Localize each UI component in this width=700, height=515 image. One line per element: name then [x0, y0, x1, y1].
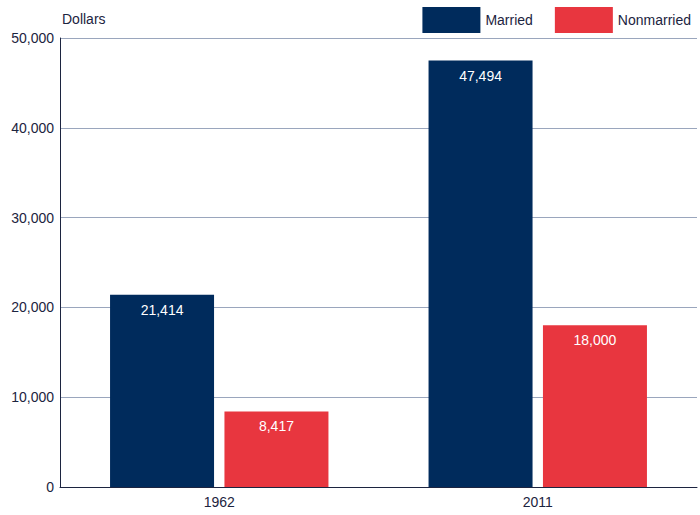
svg-text:40,000: 40,000	[11, 120, 54, 136]
svg-text:50,000: 50,000	[11, 30, 54, 46]
svg-text:1962: 1962	[204, 494, 235, 510]
svg-text:0: 0	[46, 479, 54, 495]
svg-text:2011: 2011	[523, 494, 553, 510]
svg-text:47,494: 47,494	[459, 68, 502, 84]
svg-text:Nonmarried: Nonmarried	[618, 12, 691, 28]
svg-text:Married: Married	[485, 12, 532, 28]
svg-text:18,000: 18,000	[574, 332, 617, 348]
svg-text:30,000: 30,000	[11, 210, 54, 226]
svg-text:8,417: 8,417	[259, 418, 294, 434]
svg-text:20,000: 20,000	[11, 299, 54, 315]
svg-text:10,000: 10,000	[11, 389, 54, 405]
svg-text:21,414: 21,414	[141, 302, 184, 318]
svg-text:Dollars: Dollars	[62, 11, 106, 27]
